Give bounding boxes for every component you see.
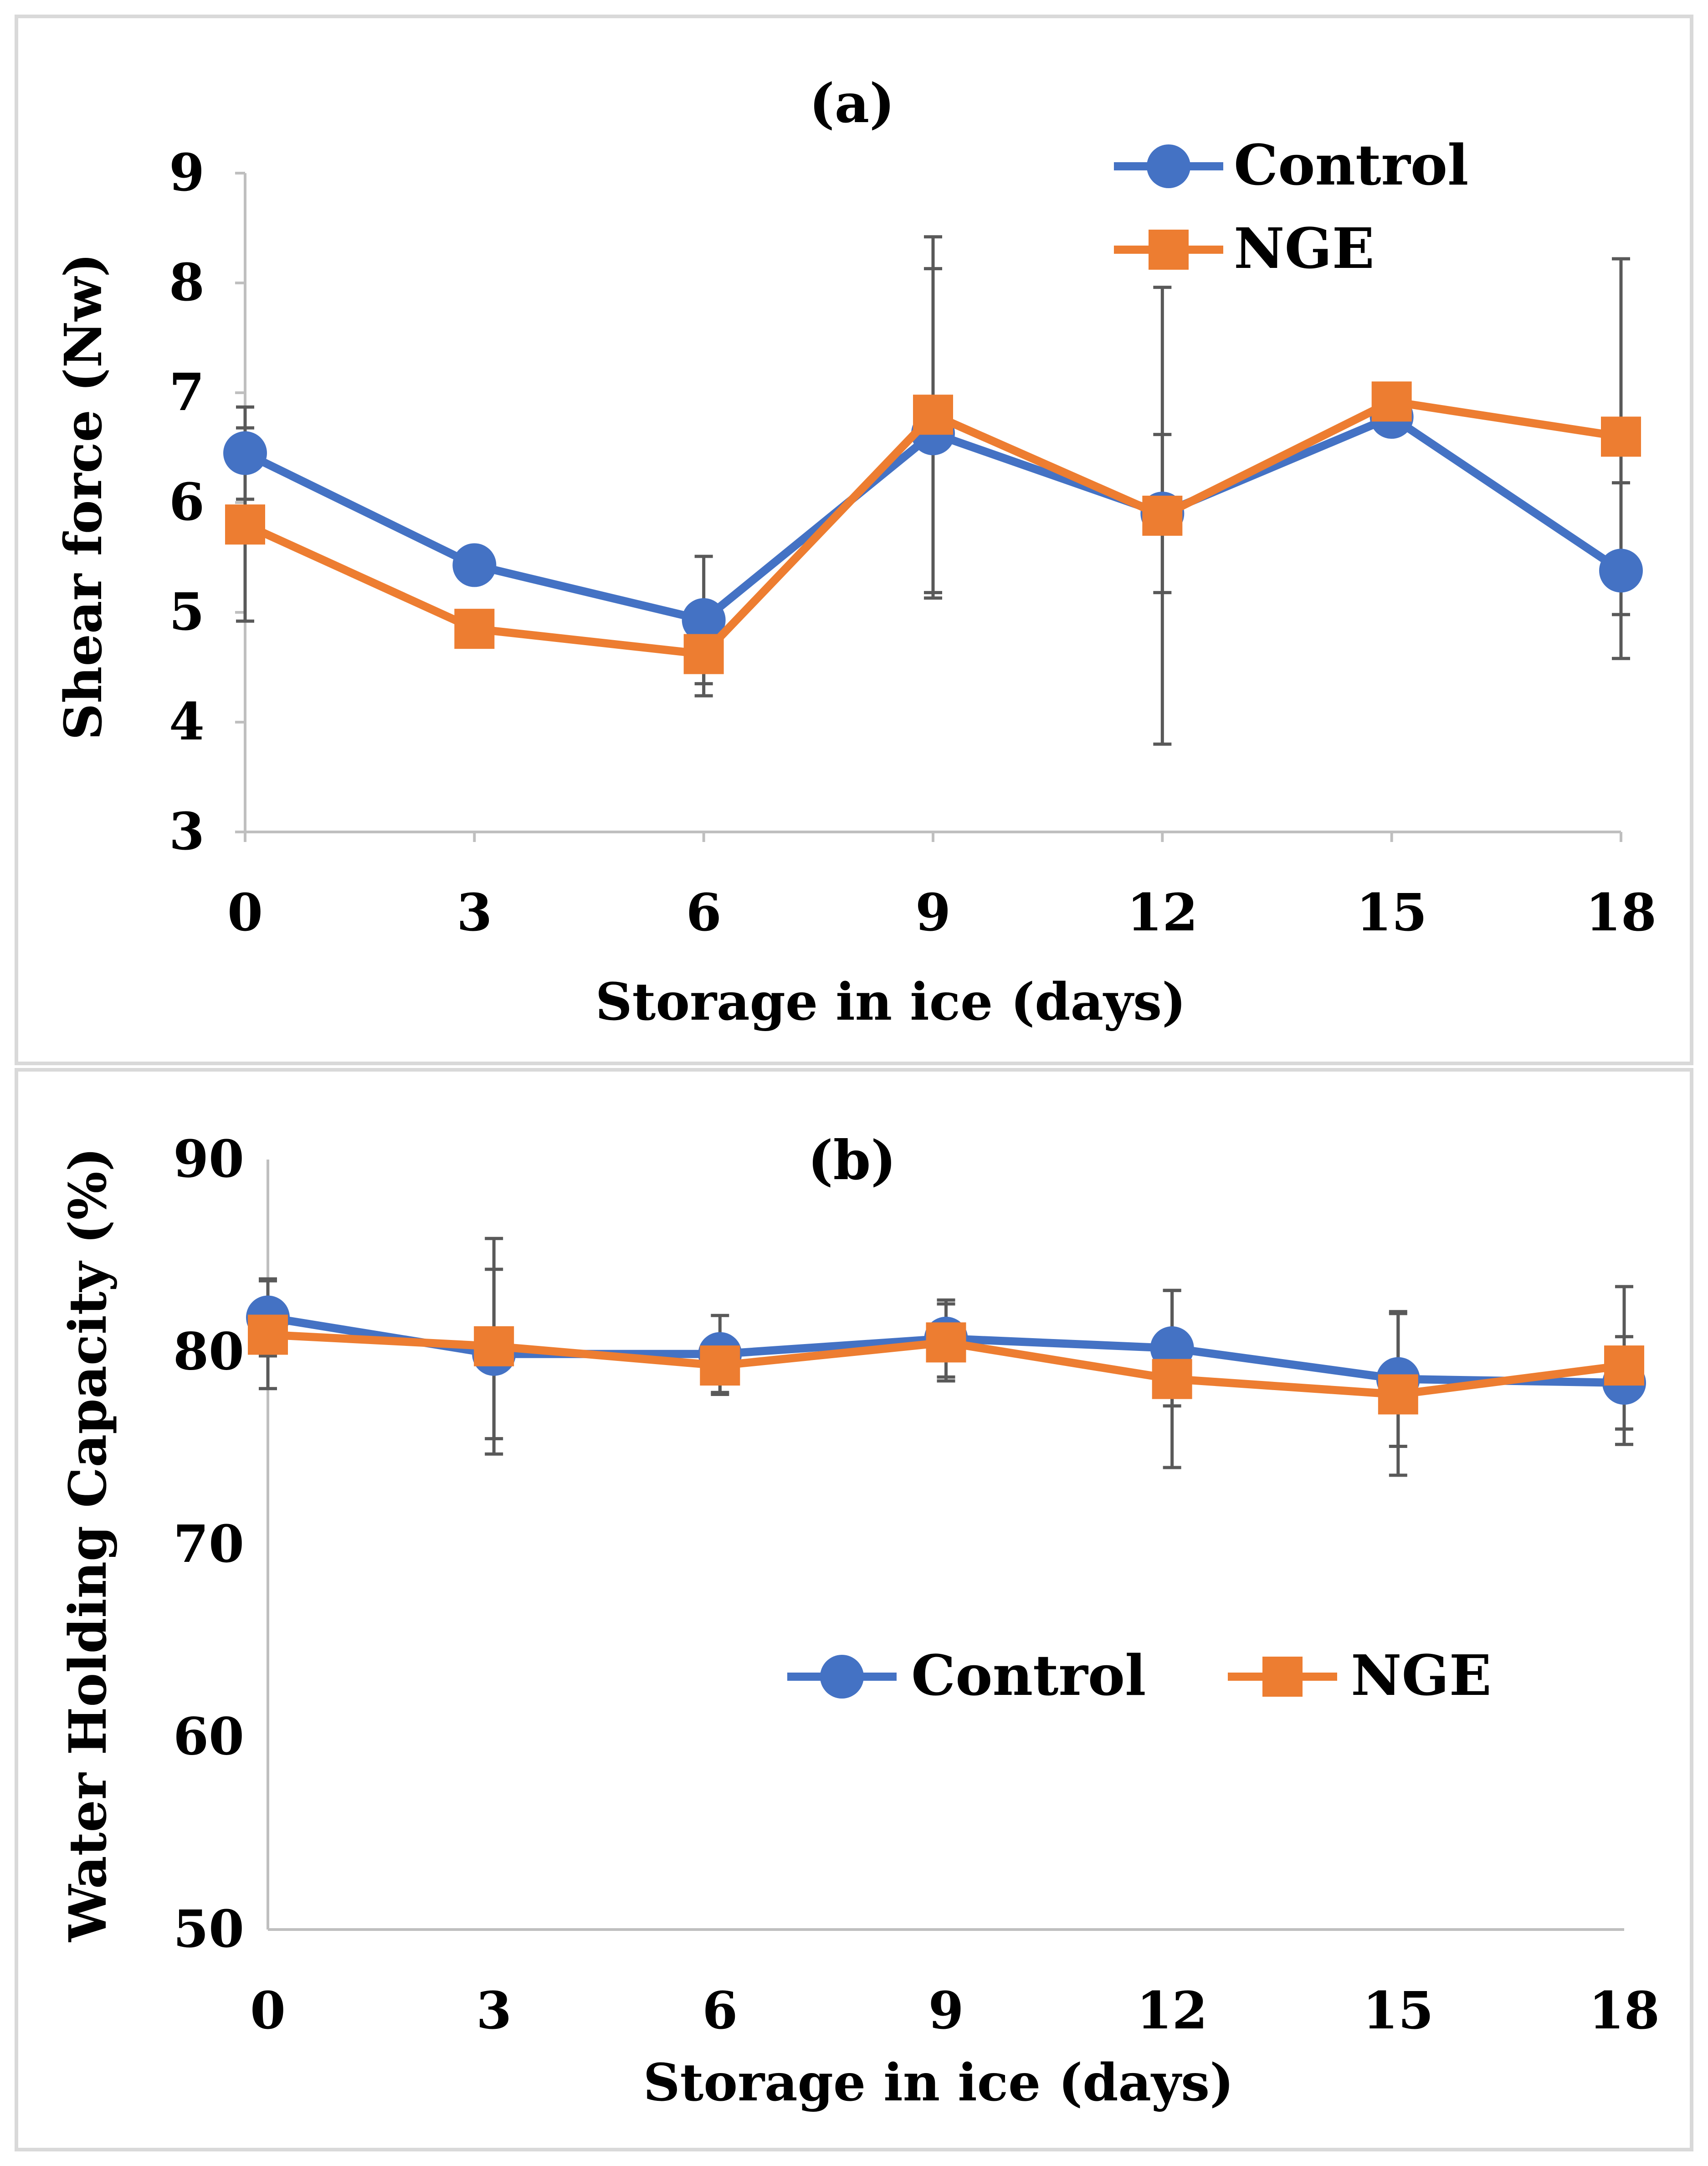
panel-a-x-ticks: 0 3 6 9 12 15 18 xyxy=(227,832,1657,943)
panel-a-legend: Control NGE xyxy=(1114,132,1469,281)
panel-b-legend-control-marker xyxy=(820,1655,864,1699)
panel-a-y-tick-label: 3 xyxy=(169,802,205,862)
panel-b-frame xyxy=(15,1068,1693,2151)
panel-a-nge-point xyxy=(454,609,495,649)
panel-b-nge-point xyxy=(1604,1345,1644,1386)
panel-b-title: (b) xyxy=(808,1129,896,1192)
panel-b-legend-nge-label: NGE xyxy=(1351,1642,1492,1708)
panel-a-x-tick-label: 12 xyxy=(1127,883,1198,943)
panel-b-x-tick-label: 3 xyxy=(476,1981,512,2041)
panel-a-y-ticks: 3 4 5 6 7 8 9 xyxy=(169,143,245,862)
panel-b-nge-point xyxy=(926,1322,966,1363)
panel-b-series xyxy=(246,1295,1646,1415)
panel-b-nge-point xyxy=(700,1345,740,1386)
panel-a-series xyxy=(223,381,1643,674)
panel-b-x-tick-label: 6 xyxy=(702,1981,738,2041)
panel-a-y-tick-label: 8 xyxy=(169,253,205,313)
panel-b-y-tick-label: 70 xyxy=(173,1514,244,1574)
panel-a-x-tick-label: 15 xyxy=(1356,883,1427,943)
panel-a-y-axis-title: Shear force (Nw) xyxy=(54,253,113,740)
panel-a-control-point xyxy=(452,543,497,587)
panel-a-nge-point xyxy=(1601,416,1641,457)
panel-b-x-tick-label: 0 xyxy=(250,1981,286,2041)
panel-a-legend-control-label: Control xyxy=(1234,132,1469,198)
panel-a-y-tick-label: 5 xyxy=(169,582,205,642)
panel-b-x-tick-label: 9 xyxy=(928,1981,964,2041)
panel-a-legend-nge-marker xyxy=(1149,230,1189,270)
panel-b-nge-point xyxy=(1152,1359,1192,1399)
panel-b-nge-point xyxy=(248,1314,288,1355)
panel-a-x-tick-label: 9 xyxy=(915,883,951,943)
panel-a-nge-point xyxy=(913,395,953,435)
panel-b-y-axis-title: Water Holding Capacity (%) xyxy=(58,1147,118,1942)
panel-b-x-tick-label: 15 xyxy=(1363,1981,1434,2041)
panel-a-y-tick-label: 7 xyxy=(169,363,205,422)
panel-a-nge-point xyxy=(683,634,724,674)
panel-b-nge-point xyxy=(474,1326,514,1366)
panel-a-control-point xyxy=(1599,549,1643,593)
panel-a-y-tick-label: 6 xyxy=(169,472,205,532)
panel-a-control-point xyxy=(223,431,267,475)
panel-a-title: (a) xyxy=(809,72,895,135)
panel-b-y-tick-label: 60 xyxy=(173,1707,244,1767)
panel-b-y-tick-label: 90 xyxy=(173,1129,244,1189)
panel-b-x-tick-label: 18 xyxy=(1589,1981,1660,2041)
panel-a-frame xyxy=(15,15,1693,1065)
panel-a-x-tick-label: 6 xyxy=(686,883,722,943)
panel-b-x-tick-label: 12 xyxy=(1137,1981,1208,2041)
panel-b-y-tick-label: 50 xyxy=(173,1899,244,1959)
panel-b-legend: Control NGE xyxy=(787,1642,1492,1708)
panel-b-legend-nge-marker xyxy=(1262,1657,1303,1697)
panel-a-legend-control-marker xyxy=(1147,144,1190,188)
panel-a-x-tick-label: 0 xyxy=(227,883,263,943)
panel-a-nge-point xyxy=(225,504,265,545)
chart-panel-b: (b) 50 60 70 80 90 0 3 6 9 12 15 18 Storage in ice… xyxy=(15,1068,1693,2151)
panel-a-x-axis-title: Storage in ice (days) xyxy=(595,972,1186,1032)
panel-b-legend-control-label: Control xyxy=(911,1642,1146,1708)
panel-a-control-point xyxy=(682,598,726,642)
panel-b-x-axis-title: Storage in ice (days) xyxy=(643,2053,1234,2113)
panel-a-nge-point xyxy=(1142,495,1183,536)
panel-b-x-ticks: 0 3 6 9 12 15 18 xyxy=(250,1981,1660,2041)
panel-a-x-tick-label: 3 xyxy=(456,883,492,943)
panel-a-x-tick-label: 18 xyxy=(1585,883,1657,943)
panel-a-legend-nge-label: NGE xyxy=(1234,216,1375,281)
panel-a-y-tick-label: 4 xyxy=(169,692,205,752)
panel-b-y-ticks: 50 60 70 80 90 xyxy=(173,1129,244,1959)
panel-b-nge-point xyxy=(1378,1374,1418,1415)
panel-b-y-tick-label: 80 xyxy=(173,1322,244,1382)
panel-a-y-tick-label: 9 xyxy=(169,143,205,203)
panel-a-nge-point xyxy=(1371,381,1412,422)
